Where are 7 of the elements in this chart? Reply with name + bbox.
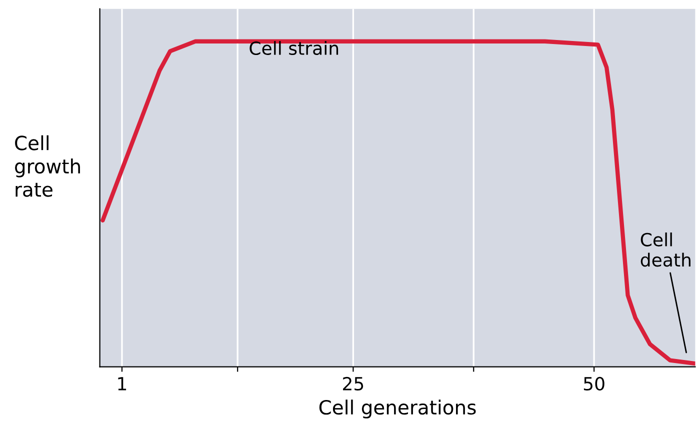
x-tick-label: 1 [118,377,126,390]
annotation: Cell strain [250,41,338,56]
x-axis-title: Cell generations [319,400,476,418]
annotation: Cell death [640,232,690,267]
x-tick-label: 50 [584,376,604,391]
x-tick-label: 25 [343,376,364,391]
y-axis-title: Cell growth rate [15,135,80,197]
